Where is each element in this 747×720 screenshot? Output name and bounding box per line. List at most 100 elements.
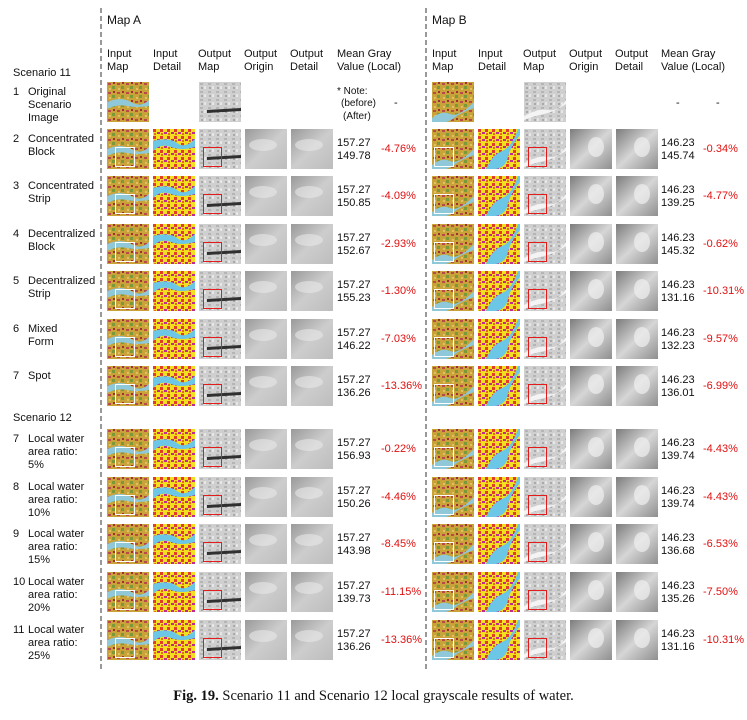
map-b-row-3-local-area-box	[528, 242, 547, 262]
map-b-row-1-output-origin-thumbnail	[570, 129, 612, 169]
map-a-row-9-input-detail-thumbnail	[153, 524, 195, 564]
row-3-label-line-0: 4	[13, 228, 20, 240]
map-b-row-11-local-area-box	[528, 638, 547, 658]
map-b-row-3-output-origin-thumbnail	[570, 224, 612, 264]
map-b-row-5-input-detail-thumbnail	[478, 319, 520, 359]
map-b-row-8-before-value: 146.23	[661, 485, 695, 497]
map-b-row-6-focus-box	[434, 384, 454, 404]
map-b-row-6-output-map-thumbnail	[524, 366, 566, 406]
map-b-row-4-output-detail-thumbnail	[616, 271, 658, 311]
map-a-col-header-2-line-1: Map	[198, 61, 220, 73]
map-a-row-4-after-value: 155.23	[337, 292, 371, 304]
map-a-row-1-output-origin-thumbnail	[245, 129, 287, 169]
map-a-row-11-before-value: 157.27	[337, 628, 371, 640]
map-a-col-header-3-line-0: Output	[244, 48, 278, 60]
row-9-label-line-1: Local water	[28, 528, 85, 540]
map-b-row-11-output-origin-thumbnail	[570, 620, 612, 660]
map-b-row-7-output-detail-thumbnail	[616, 429, 658, 469]
map-a-row-8-output-map-thumbnail	[199, 477, 241, 517]
scenario-11-label: Scenario 11	[13, 67, 71, 79]
map-a-row-5-focus-box	[115, 337, 135, 357]
row-11-label-line-2: area ratio:	[28, 637, 78, 649]
map-b-row-5-after-value: 132.23	[661, 340, 695, 352]
map-a-row-7-after-value: 156.93	[337, 450, 371, 462]
map-b-col-header-5-line-1: Value (Local)	[661, 61, 725, 73]
map-b-row-9-output-map-thumbnail	[524, 524, 566, 564]
map-b-row-3-before-value: 146.23	[661, 232, 695, 244]
map-b-title: Map B	[432, 13, 467, 27]
map-b-row-1-focus-box	[434, 147, 454, 167]
map-b-row-7-after-value: 139.74	[661, 450, 695, 462]
map-b-row-8-change-percent: -4.43%	[703, 491, 738, 503]
map-a-row-2-change-percent: -4.09%	[381, 190, 416, 202]
row-1-label-line-2: Block	[28, 146, 55, 158]
map-a-row-2-input-map-thumbnail	[107, 176, 149, 216]
map-a-row-5-local-area-box	[203, 337, 222, 357]
map-b-row-0-input-map-thumbnail	[432, 82, 474, 122]
map-a-col-header-3-line-1: Origin	[244, 61, 274, 73]
map-a-row-2-local-area-box	[203, 194, 222, 214]
map-a-row-8-focus-box	[115, 495, 135, 515]
map-a-row-1-input-detail-thumbnail	[153, 129, 195, 169]
row-3-label-line-2: Block	[28, 241, 55, 253]
map-b-col-header-0-line-0: Input	[432, 48, 457, 60]
row-9-label-line-2: area ratio:	[28, 541, 78, 553]
row-8-label-line-1: Local water	[28, 481, 85, 493]
map-b-row-7-output-origin-thumbnail	[570, 429, 612, 469]
map-b-row-9-local-area-box	[528, 542, 547, 562]
map-a-row-5-input-map-thumbnail	[107, 319, 149, 359]
row-7-label-line-3: 5%	[28, 459, 44, 471]
map-b-row-10-output-map-thumbnail	[524, 572, 566, 612]
map-b-row-8-after-value: 139.74	[661, 498, 695, 510]
map-a-row-10-focus-box	[115, 590, 135, 610]
map-b-row-6-output-detail-thumbnail	[616, 366, 658, 406]
map-a-row-4-input-detail-thumbnail	[153, 271, 195, 311]
row-3-label-line-1: Decentralized	[28, 228, 96, 240]
row-9-label-line-3: 15%	[28, 554, 51, 566]
map-b-row-1-output-detail-thumbnail	[616, 129, 658, 169]
map-a-row-9-output-origin-thumbnail	[245, 524, 287, 564]
map-a-row-7-input-map-thumbnail	[107, 429, 149, 469]
figure-caption: Fig. 19. Scenario 11 and Scenario 12 loc…	[0, 688, 747, 705]
map-a-row-9-local-area-box	[203, 542, 222, 562]
map-a-row-10-local-area-box	[203, 590, 222, 610]
map-b-row-2-output-map-thumbnail	[524, 176, 566, 216]
map-a-row-10-before-value: 157.27	[337, 580, 371, 592]
map-b-row-7-local-area-box	[528, 447, 547, 467]
map-a-row-2-focus-box	[115, 194, 135, 214]
map-b-row-2-output-detail-thumbnail	[616, 176, 658, 216]
map-a-row-2-before-value: 157.27	[337, 184, 371, 196]
row-1-label-line-1: Concentrated	[28, 133, 95, 145]
map-b-row-9-change-percent: -6.53%	[703, 538, 738, 550]
map-b-row-2-input-detail-thumbnail	[478, 176, 520, 216]
row-6-label-line-1: Spot	[28, 370, 51, 382]
map-b-row-5-output-detail-thumbnail	[616, 319, 658, 359]
map-b-row-6-before-value: 146.23	[661, 374, 695, 386]
map-a-row-6-local-area-box	[203, 384, 222, 404]
map-b-row-4-focus-box	[434, 289, 454, 309]
map-a-row-4-local-area-box	[203, 289, 222, 309]
map-a-row-0-input-map-thumbnail	[107, 82, 149, 122]
row-1-label-line-0: 2	[13, 133, 20, 145]
map-b-col-header-0-line-1: Map	[432, 61, 454, 73]
row-4-label-line-1: Decentralized	[28, 275, 96, 287]
row-10-label-line-1: Local water	[28, 576, 85, 588]
map-b-row-2-change-percent: -4.77%	[703, 190, 738, 202]
map-a-row-9-after-value: 143.98	[337, 545, 371, 557]
map-b-row-7-input-detail-thumbnail	[478, 429, 520, 469]
map-a-row-5-before-value: 157.27	[337, 327, 371, 339]
map-b-row-2-after-value: 139.25	[661, 197, 695, 209]
row-0-label-line-1: Original	[28, 86, 66, 98]
map-b-row-4-after-value: 131.16	[661, 292, 695, 304]
map-a-row-6-input-detail-thumbnail	[153, 366, 195, 406]
map-a-row-9-output-detail-thumbnail	[291, 524, 333, 564]
map-a-row-5-output-origin-thumbnail	[245, 319, 287, 359]
row-11-label-line-0: 11	[13, 624, 25, 636]
map-a-row-3-local-area-box	[203, 242, 222, 262]
row-8-label-line-2: area ratio:	[28, 494, 78, 506]
map-a-col-header-4-line-1: Detail	[290, 61, 319, 73]
map-b-row-1-change-percent: -0.34%	[703, 143, 738, 155]
map-b-row-5-focus-box	[434, 337, 454, 357]
map-a-row-8-before-value: 157.27	[337, 485, 371, 497]
map-a-row-9-change-percent: -8.45%	[381, 538, 416, 550]
